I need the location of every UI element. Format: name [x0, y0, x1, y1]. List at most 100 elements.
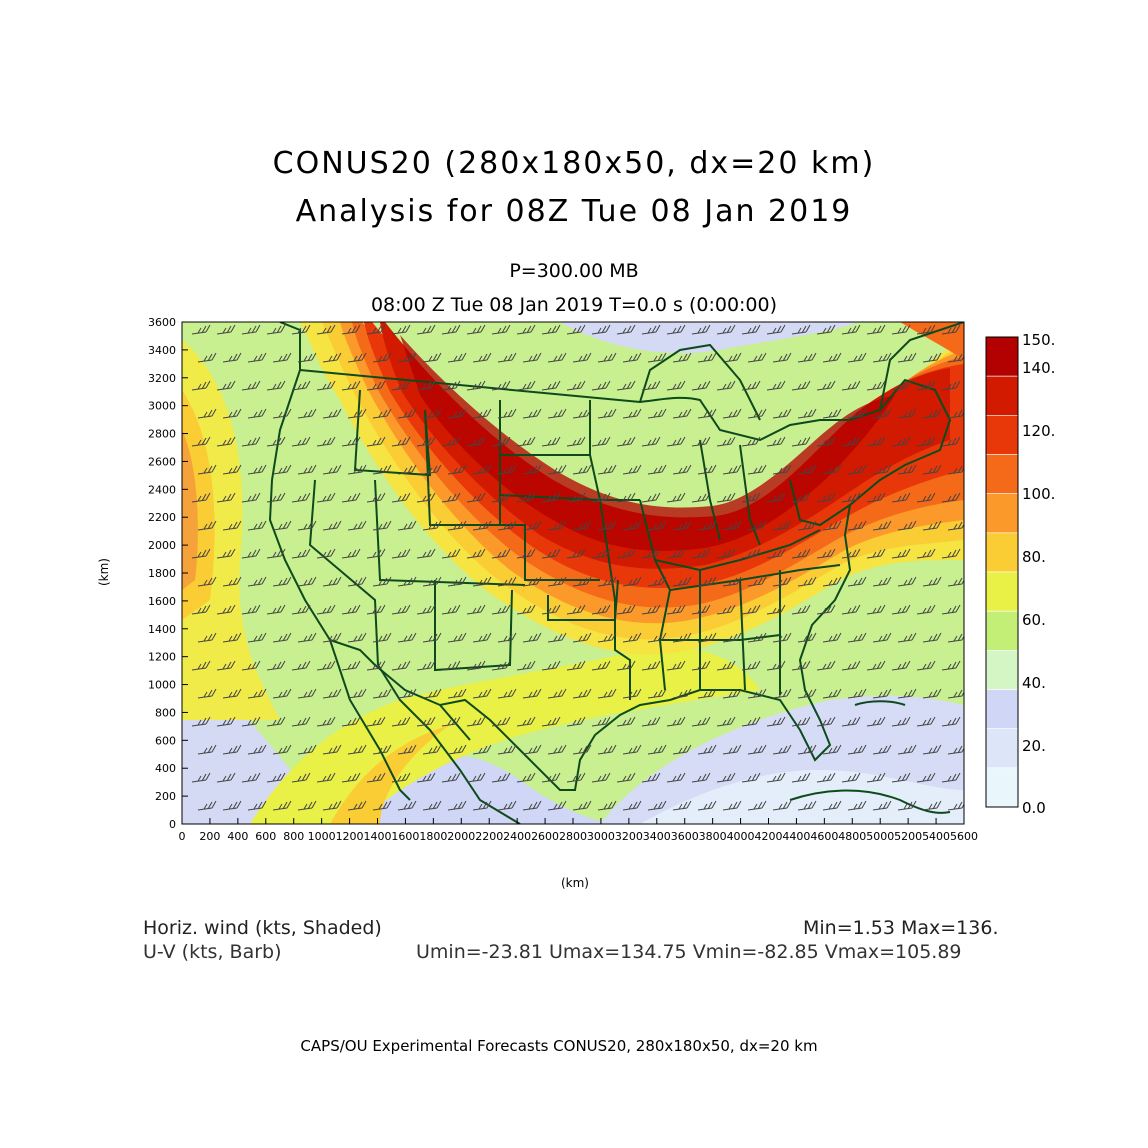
wind-barb — [441, 380, 461, 391]
wind-barb — [647, 576, 667, 587]
wind-barb — [916, 716, 936, 727]
wind-barb — [716, 380, 736, 391]
wind-barb — [591, 380, 611, 391]
wind-barb — [472, 408, 492, 419]
wind-barb — [897, 464, 917, 475]
x-tick-label: 4200 — [755, 830, 783, 843]
wind-barb — [316, 436, 336, 447]
wind-barb — [947, 353, 964, 363]
wind-barb — [841, 324, 861, 335]
colorbar-label: 150. — [1022, 331, 1055, 349]
wind-barb — [891, 772, 911, 783]
wind-barb — [897, 800, 917, 811]
wind-barb — [816, 380, 836, 391]
wind-barb — [572, 352, 592, 363]
wind-barb — [941, 604, 961, 615]
colorbar-label: 120. — [1022, 422, 1055, 440]
wind-barb — [447, 688, 467, 699]
wind-barb — [772, 632, 792, 643]
wind-barb — [722, 744, 742, 755]
wind-barb — [816, 436, 836, 447]
wind-barb — [472, 688, 492, 699]
wind-barb — [491, 604, 511, 615]
wind-barb — [241, 380, 261, 391]
wind-barb — [697, 688, 717, 699]
wind-barb — [391, 548, 411, 559]
wind-barb — [241, 716, 261, 727]
wind-barb — [447, 632, 467, 643]
wind-barb — [741, 380, 761, 391]
wind-barb — [297, 576, 317, 587]
wind-barb — [422, 744, 442, 755]
wind-barb — [647, 520, 667, 531]
wind-barb — [297, 800, 317, 811]
wind-barb — [241, 492, 261, 503]
wind-barb — [616, 660, 636, 671]
wind-barb — [591, 436, 611, 447]
wind-barb — [297, 520, 317, 531]
wind-barb — [722, 688, 742, 699]
wind-barb — [866, 548, 886, 559]
colorbar-label: 100. — [1022, 485, 1055, 503]
wind-barb — [766, 604, 786, 615]
wind-barb — [922, 520, 942, 531]
wind-barb — [891, 548, 911, 559]
x-tick-label: 4800 — [838, 830, 866, 843]
wind-barb — [797, 464, 817, 475]
wind-barb — [466, 716, 486, 727]
wind-barb — [622, 408, 642, 419]
wind-barb — [441, 604, 461, 615]
wind-barb — [416, 660, 436, 671]
wind-barb — [622, 688, 642, 699]
wind-barb — [522, 800, 542, 811]
wind-barb — [916, 380, 936, 391]
wind-barb — [497, 688, 517, 699]
wind-barb — [891, 716, 911, 727]
wind-barb — [741, 324, 761, 335]
y-tick-label: 2000 — [148, 539, 176, 552]
wind-barb — [216, 324, 236, 335]
wind-barb — [722, 464, 742, 475]
wind-barb — [847, 632, 867, 643]
x-tick-label: 2400 — [503, 830, 531, 843]
wind-barb — [516, 436, 536, 447]
wind-barb — [341, 772, 361, 783]
wind-barb — [722, 352, 742, 363]
wind-barb — [947, 465, 964, 475]
wind-barb — [697, 744, 717, 755]
wind-barb — [797, 632, 817, 643]
wind-barb — [272, 352, 292, 363]
wind-barb — [791, 772, 811, 783]
wind-barb — [622, 352, 642, 363]
wind-barb — [547, 576, 567, 587]
wind-barb — [616, 324, 636, 335]
wind-barb — [591, 324, 611, 335]
wind-barb — [522, 576, 542, 587]
wind-barb — [391, 772, 411, 783]
wind-barb — [447, 576, 467, 587]
wind-barb — [291, 716, 311, 727]
wind-barb — [791, 660, 811, 671]
wind-barb — [197, 352, 217, 363]
wind-barb — [247, 576, 267, 587]
wind-barb — [922, 688, 942, 699]
wind-barb — [741, 436, 761, 447]
wind-barb — [766, 772, 786, 783]
wind-barb — [541, 492, 561, 503]
wind-barb — [916, 548, 936, 559]
y-tick-label: 1200 — [148, 651, 176, 664]
wind-barb — [572, 688, 592, 699]
wind-barb — [372, 408, 392, 419]
wind-barb — [791, 492, 811, 503]
wind-barb — [266, 604, 286, 615]
colorbar-segment — [985, 571, 1019, 612]
wind-barb — [691, 716, 711, 727]
wind-barb — [691, 772, 711, 783]
wind-barb — [716, 492, 736, 503]
wind-barb — [641, 324, 661, 335]
x-tick-label: 5000 — [866, 830, 894, 843]
x-axis-label: (km) — [561, 876, 589, 890]
wind-barb — [366, 380, 386, 391]
wind-barb — [922, 352, 942, 363]
wind-barb — [591, 604, 611, 615]
